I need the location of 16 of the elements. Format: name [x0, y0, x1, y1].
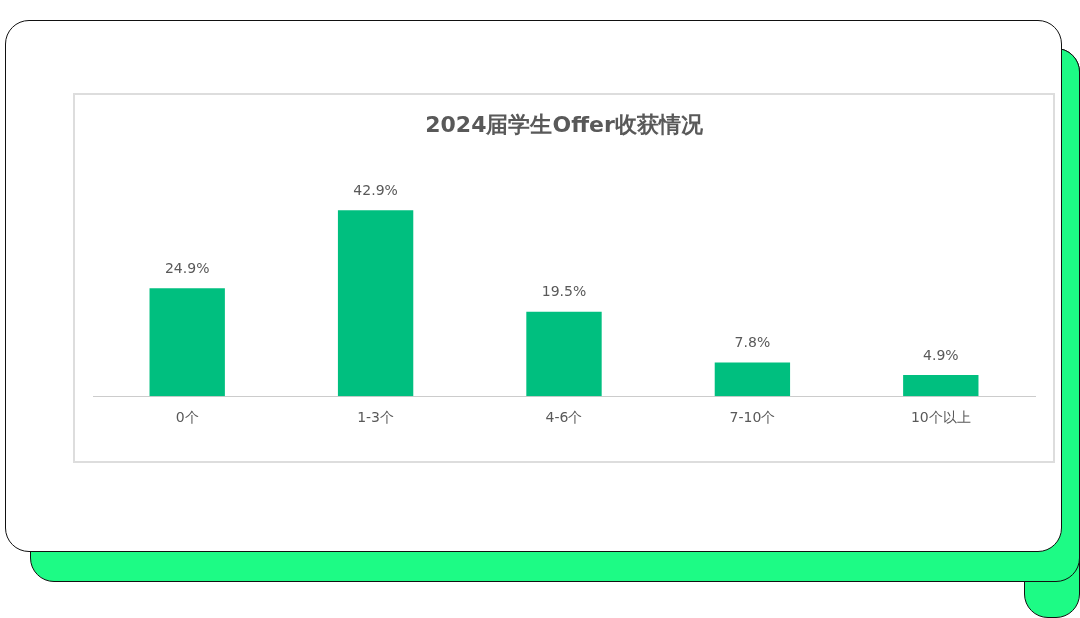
chart-title: 2024届学生Offer收获情况	[425, 111, 704, 137]
data-label: 4.9%	[923, 346, 959, 363]
bar	[526, 311, 602, 397]
bar	[337, 210, 414, 397]
x-tick-label: 7-10个	[729, 409, 776, 426]
data-label: 42.9%	[353, 181, 398, 198]
x-tick-label: 1-3个	[357, 409, 395, 426]
data-label: 19.5%	[541, 283, 587, 300]
data-label: 24.9%	[164, 259, 210, 276]
x-tick-label: 10个以上	[910, 409, 971, 426]
bar	[714, 362, 791, 397]
x-tick-label: 4-6个	[545, 409, 583, 426]
x-tick-label: 0个	[175, 409, 199, 426]
bar	[149, 288, 225, 397]
bar	[903, 374, 979, 397]
data-label: 7.8%	[734, 334, 771, 351]
